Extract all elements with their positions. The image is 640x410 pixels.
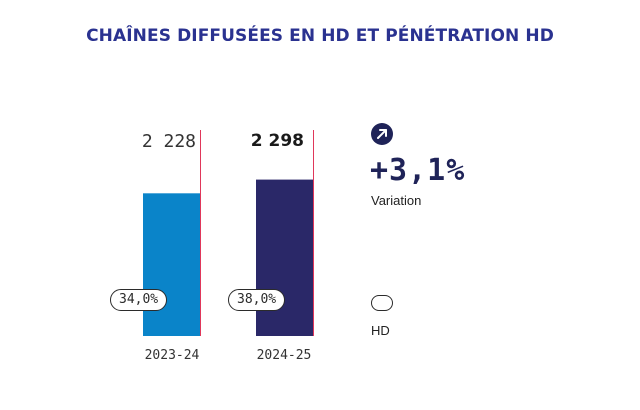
value-label-2023-24: 2 228 (141, 131, 196, 152)
legend-hd-swatch (371, 295, 393, 311)
hd-penetration-pill-2023-24: 34,0% (110, 289, 168, 311)
x-tick-2023-24: 2023-24 (144, 348, 200, 363)
x-tick-2024-25: 2024-25 (256, 348, 312, 363)
bar-2023-24 (143, 193, 200, 336)
hd-penetration-pill-2024-25: 38,0% (228, 289, 286, 311)
legend-hd-label: HD (371, 323, 390, 338)
variation-value: +3,1% (370, 153, 466, 188)
bar-2024-25 (256, 179, 313, 336)
variation-label: Variation (371, 193, 422, 208)
value-label-2024-25: 2 298 (250, 131, 304, 151)
arrow-up-right-icon (371, 123, 393, 145)
chart-title: CHAÎNES DIFFUSÉES EN HD ET PÉNÉTRATION H… (86, 26, 554, 46)
